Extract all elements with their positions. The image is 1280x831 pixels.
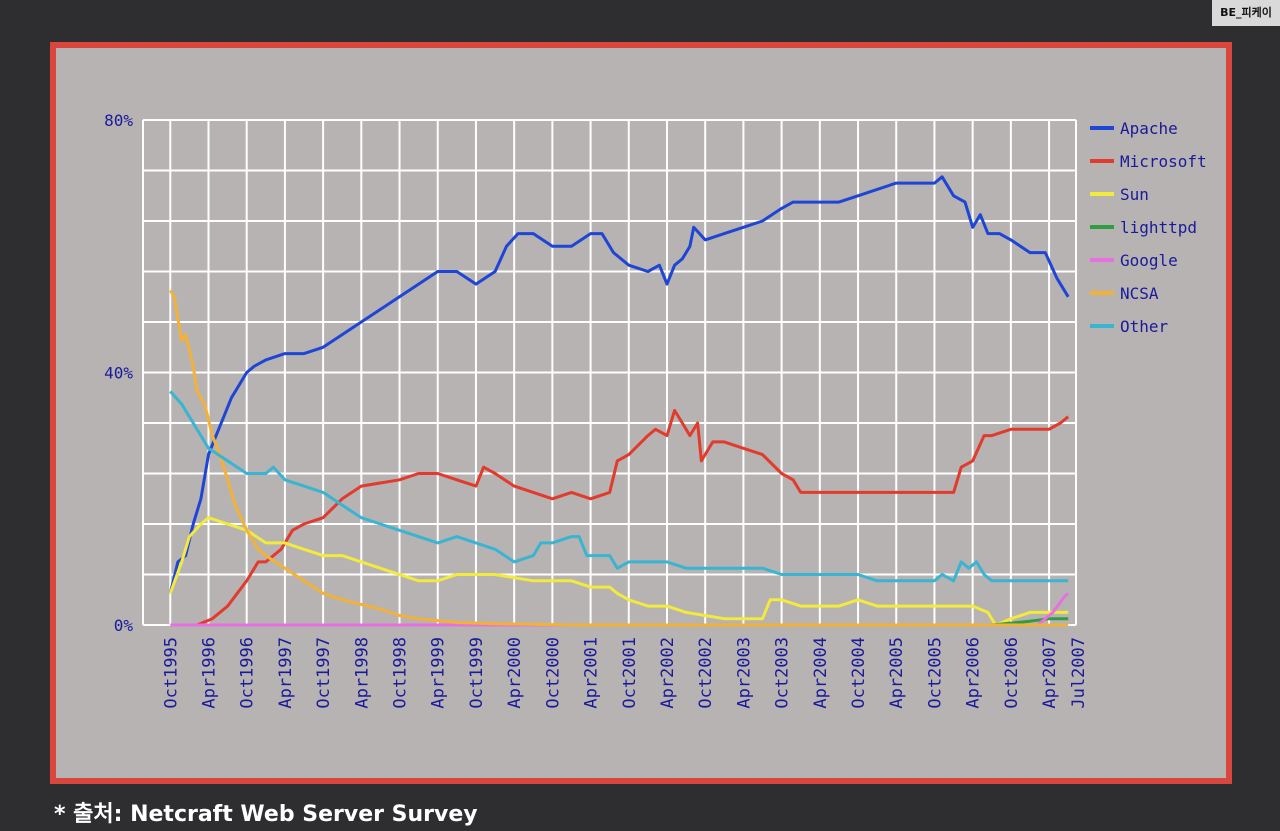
web-server-share-chart: 0% 40% 80% Oct1995 Apr1996 Oct1996 Apr1997 Oct1…	[104, 111, 1207, 709]
x-tick-label: Jul2007	[1069, 637, 1089, 709]
user-name-tag: BE_피케이	[1212, 0, 1280, 26]
x-tick-label: Apr2000	[505, 637, 525, 709]
x-tick-label: Oct1995	[161, 637, 181, 709]
x-tick-label: Oct2002	[696, 637, 716, 709]
x-tick-label: Oct1998	[391, 637, 411, 709]
x-tick-label: Oct2003	[773, 637, 793, 709]
legend-label-lighttpd: lighttpd	[1120, 218, 1197, 237]
x-tick-label: Apr1999	[429, 637, 449, 709]
x-tick-label: Apr1996	[199, 637, 219, 709]
y-tick-label: 40%	[104, 364, 133, 383]
legend-label-other: Other	[1120, 317, 1169, 336]
y-tick-label: 0%	[114, 616, 134, 635]
series-line-sun	[168, 516, 1069, 627]
legend-label-microsoft: Microsoft	[1120, 152, 1207, 171]
x-tick-label: Apr2004	[811, 637, 831, 709]
x-tick-label: Apr2007	[1040, 637, 1060, 709]
x-tick-label: Oct2000	[543, 637, 563, 709]
x-tick-label: Oct1997	[314, 637, 334, 709]
series-line-other	[169, 390, 1069, 583]
x-tick-label: Apr1998	[352, 637, 372, 709]
x-tick-label: Apr2003	[734, 637, 754, 709]
x-tick-label: Oct2004	[849, 637, 869, 709]
x-tick-label: Apr1997	[276, 637, 296, 709]
legend-label-google: Google	[1120, 251, 1178, 270]
series-line-ncsa	[169, 289, 1069, 627]
chart-frame: 0% 40% 80% Oct1995 Apr1996 Oct1996 Apr1997 Oct1…	[50, 42, 1232, 784]
x-tick-label: Apr2005	[887, 637, 907, 709]
legend-label-ncsa: NCSA	[1120, 284, 1159, 303]
source-caption: * 출처: Netcraft Web Server Survey	[54, 802, 478, 827]
x-tick-label: Oct1996	[238, 637, 258, 709]
series-line-apache	[168, 175, 1070, 594]
x-tick-label: Oct1999	[467, 637, 487, 709]
legend-label-apache: Apache	[1120, 119, 1178, 138]
x-tick-label: Apr2006	[964, 637, 984, 709]
x-tick-label: Oct2005	[925, 637, 945, 709]
series-line-microsoft	[196, 408, 1070, 627]
legend-label-sun: Sun	[1120, 185, 1149, 204]
x-tick-label: Apr2001	[582, 637, 602, 709]
y-tick-label: 80%	[104, 111, 133, 130]
x-tick-label: Oct2001	[620, 637, 640, 709]
x-tick-label: Oct2006	[1002, 637, 1022, 709]
x-tick-label: Apr2002	[658, 637, 678, 709]
